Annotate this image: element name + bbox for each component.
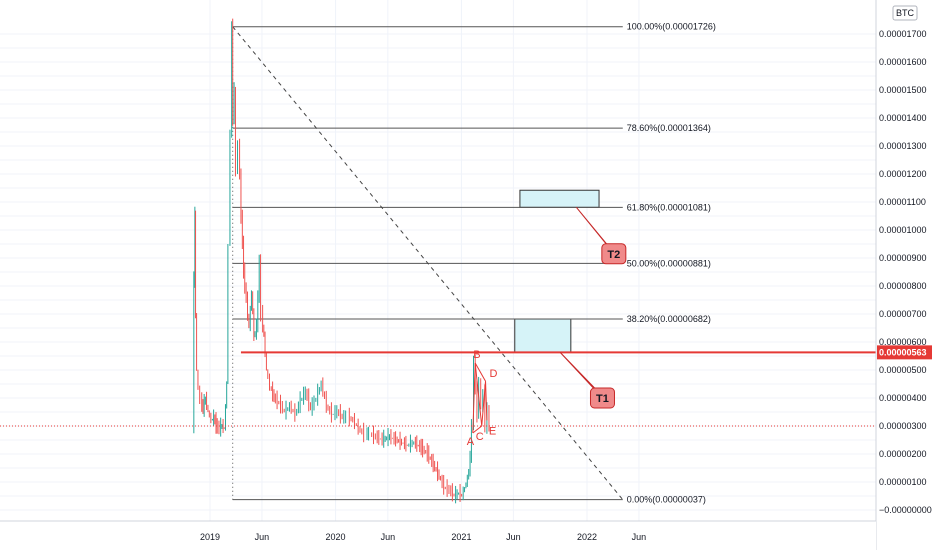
currency-badge-label: BTC <box>896 8 915 18</box>
time-tick-label: Jun <box>255 532 270 542</box>
time-tick-label: Jun <box>632 532 647 542</box>
time-tick-label: Jun <box>506 532 521 542</box>
time-tick-label: 2022 <box>577 532 597 542</box>
price-tick-label: 0.00000700 <box>879 309 927 319</box>
price-tick-label: 0.00001000 <box>879 225 927 235</box>
price-tick-label: 0.00001200 <box>879 169 927 179</box>
price-tick-label: 0.00001500 <box>879 85 927 95</box>
pattern-lower-bound <box>472 425 483 434</box>
time-tick-label: 2021 <box>451 532 471 542</box>
price-tick-label: 0.00000800 <box>879 281 927 291</box>
callout-box-t1[interactable] <box>589 387 615 409</box>
price-tick-label: 0.00000900 <box>879 253 927 263</box>
trendline[interactable] <box>232 26 624 500</box>
pattern-point-c: C <box>476 431 484 443</box>
fib-level-label: 78.60%(0.00001364) <box>627 123 711 133</box>
pattern-point-b: B <box>473 349 480 361</box>
price-tick-label: 0.00000500 <box>879 365 927 375</box>
price-tick-label: 0.00000600 <box>879 337 927 347</box>
target-zone-t2[interactable] <box>519 189 600 208</box>
fib-level-label: 50.00%(0.00000881) <box>627 258 711 268</box>
price-axis[interactable]: 0.00001700 0.00001600 0.00001500 0.00001400… <box>875 0 932 550</box>
price-tick-label: 0.00001300 <box>879 141 927 151</box>
currency-badge[interactable] <box>892 5 918 21</box>
grid-lines <box>0 0 876 521</box>
time-axis[interactable]: 2019 Jun 2020 Jun 2021 Jun 2022 Jun <box>0 520 876 550</box>
callout-box-t2[interactable] <box>601 243 627 265</box>
current-price-tag-label: 0.00000563 <box>879 347 927 357</box>
price-tick-label: 0.00000100 <box>879 477 927 487</box>
price-tick-label: 0.00001400 <box>879 113 927 123</box>
price-axis-background <box>876 0 932 550</box>
target-callouts[interactable]: T1 T2 <box>559 207 627 409</box>
fib-level-label: 61.80%(0.00001081) <box>627 202 711 212</box>
price-series <box>193 18 490 504</box>
support-line-group[interactable] <box>0 351 876 427</box>
price-tick-label: 0.00001600 <box>879 57 927 67</box>
target-zone-t1[interactable] <box>514 318 572 353</box>
price-tick-label: −0.00000000 <box>879 505 932 515</box>
fib-level-label: 0.00%(0.00000037) <box>627 495 706 505</box>
price-tick-label: 0.00001700 <box>879 29 927 39</box>
current-price-tag[interactable] <box>877 345 932 360</box>
fib-level-label: 38.20%(0.00000682) <box>627 314 711 324</box>
fib-level-label: 100.00%(0.00001726) <box>627 22 716 32</box>
pattern-point-d: D <box>490 368 498 380</box>
callout-label-t2: T2 <box>607 249 620 261</box>
fibonacci-retracement[interactable]: 100.00%(0.00001726) 78.60%(0.00001364) 61.… <box>232 22 716 505</box>
price-tick-label: 0.00000400 <box>879 393 927 403</box>
time-axis-background <box>0 521 876 550</box>
time-tick-label: Jun <box>381 532 396 542</box>
time-tick-label: 2020 <box>326 532 346 542</box>
callout-label-t1: T1 <box>596 393 609 405</box>
price-tick-label: 0.00001100 <box>879 197 926 207</box>
pattern-point-a: A <box>467 436 475 448</box>
time-tick-label: 2019 <box>200 532 220 542</box>
triangle-pattern[interactable]: A B C D E <box>467 349 498 448</box>
pattern-upper-bound <box>474 362 486 382</box>
price-tick-label: 0.00000300 <box>879 421 927 431</box>
pattern-point-e: E <box>489 425 496 437</box>
trendline-group[interactable] <box>232 26 624 500</box>
price-tick-label: 0.00000200 <box>879 449 927 459</box>
